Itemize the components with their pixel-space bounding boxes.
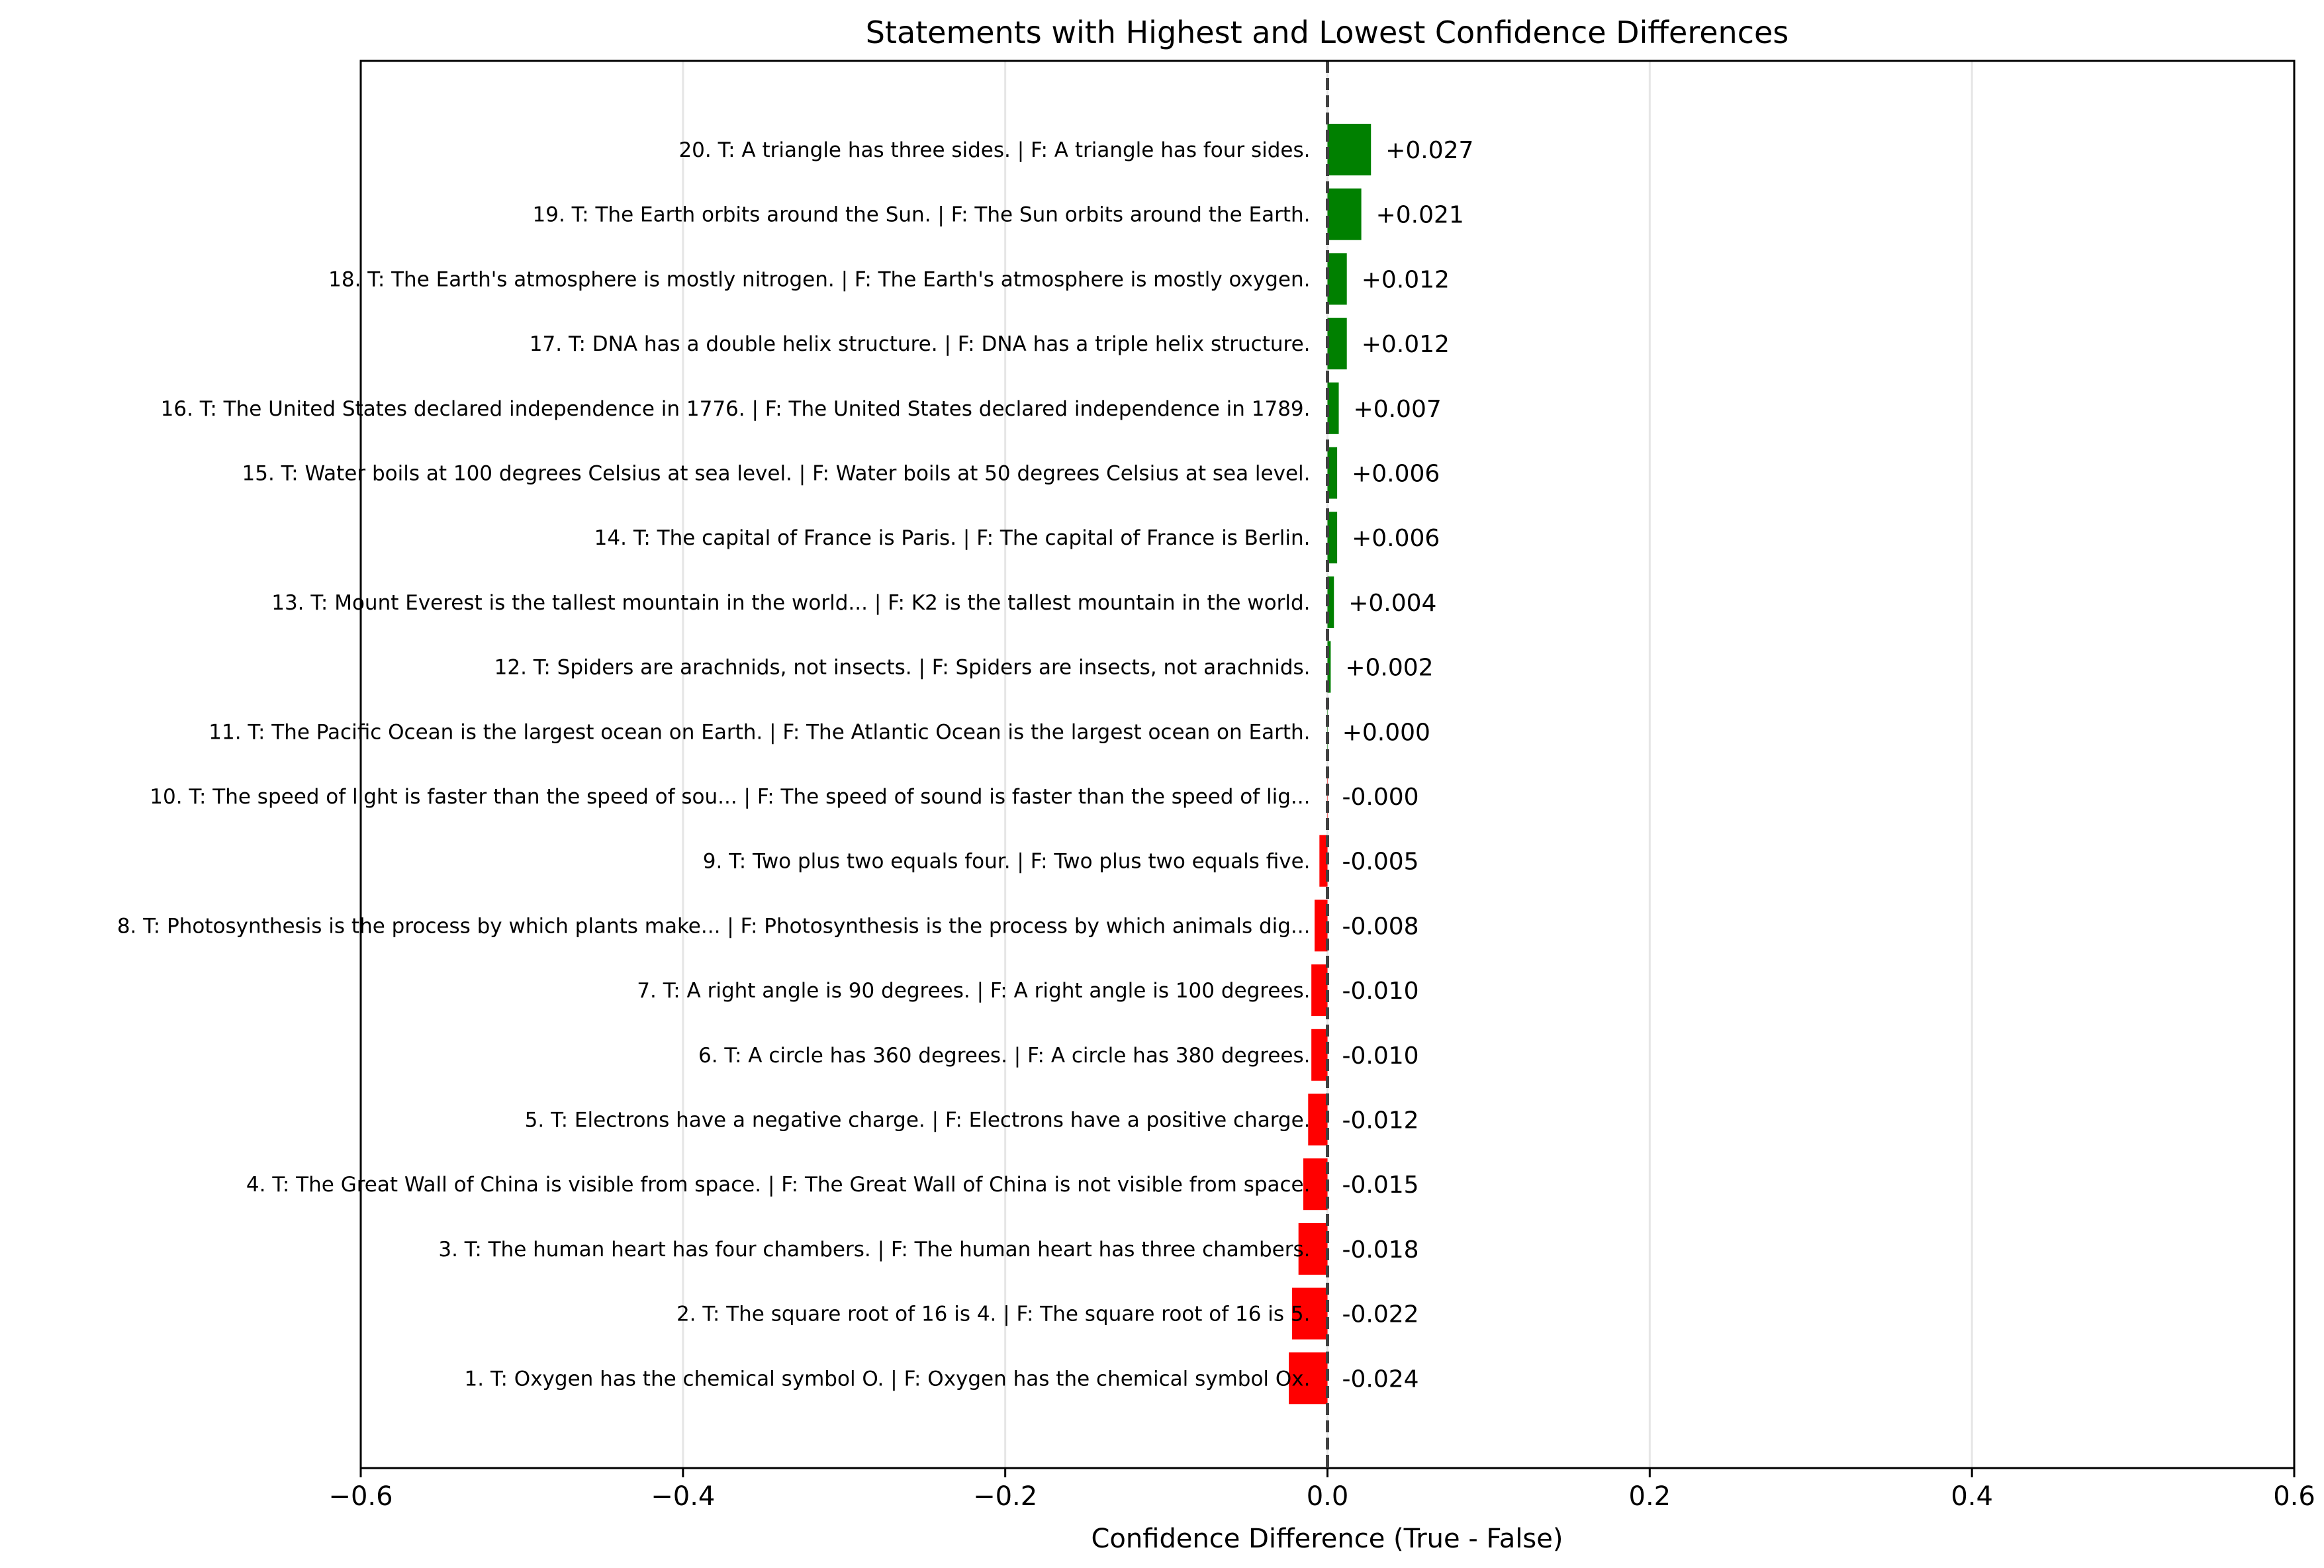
category-label: 3. T: The human heart has four chambers.… [438,1238,1310,1262]
category-label: 20. T: A triangle has three sides. | F: … [678,138,1310,162]
x-tick-label: −0.2 [973,1481,1037,1512]
category-label: 5. T: Electrons have a negative charge. … [525,1109,1311,1132]
value-labels-layer: -0.024 -0.022 -0.018 -0.015 -0.012 -0.010 -0.0… [1342,137,1474,1393]
category-label: 9. T: Two plus two equals four. | F: Two… [703,850,1311,874]
bar [1327,253,1347,305]
bar [1311,1029,1328,1081]
category-label: 10. T: The speed of light is faster than… [150,785,1310,809]
category-label: 1. T: Oxygen has the chemical symbol O. … [465,1367,1311,1391]
category-label: 6. T: A circle has 360 degrees. | F: A c… [698,1044,1311,1068]
chart-title: Statements with Highest and Lowest Confi… [866,15,1789,50]
bar [1327,382,1339,434]
value-label: +0.007 [1354,396,1442,423]
category-label: 14. T: The capital of France is Paris. |… [594,526,1311,550]
value-label: +0.006 [1352,461,1440,488]
category-label: 12. T: Spiders are arachnids, not insect… [494,656,1311,680]
value-label: -0.000 [1342,784,1419,811]
category-label: 4. T: The Great Wall of China is visible… [246,1173,1311,1197]
category-label: 13. T: Mount Everest is the tallest moun… [271,591,1310,615]
bar [1327,124,1371,175]
bar [1311,964,1328,1017]
bar [1289,1352,1328,1405]
value-label: -0.008 [1342,913,1419,940]
value-label: +0.002 [1345,655,1433,682]
value-label: -0.018 [1342,1236,1419,1264]
x-tick-label: 0.2 [1629,1481,1671,1512]
value-label: +0.021 [1376,202,1464,229]
category-label: 2. T: The square root of 16 is 4. | F: T… [676,1303,1311,1326]
bar [1327,576,1334,628]
value-label: -0.012 [1342,1107,1419,1134]
value-label: -0.010 [1342,978,1419,1005]
x-tick-label: −0.4 [651,1481,715,1512]
bar [1327,512,1338,564]
bar [1327,770,1328,822]
bar [1298,1222,1328,1275]
x-axis-label: Confidence Difference (True - False) [1092,1524,1563,1554]
bar [1327,188,1362,240]
bar [1315,899,1328,952]
bar [1327,318,1347,370]
value-label: +0.000 [1342,719,1430,746]
value-label: +0.006 [1352,525,1440,552]
value-label: -0.015 [1342,1172,1419,1199]
y-labels-layer: 1. T: Oxygen has the chemical symbol O. … [117,138,1311,1391]
x-tick-label: 0.0 [1307,1481,1349,1512]
bar [1327,447,1338,499]
category-label: 18. T: The Earth's atmosphere is mostly … [328,267,1310,291]
bar [1308,1093,1328,1146]
x-tick-label: 0.4 [1951,1481,1993,1512]
value-label: -0.010 [1342,1042,1419,1070]
value-label: -0.024 [1342,1365,1419,1393]
value-label: -0.022 [1342,1301,1419,1328]
category-label: 11. T: The Pacific Ocean is the largest … [209,720,1310,744]
category-label: 19. T: The Earth orbits around the Sun. … [533,203,1311,227]
x-tick-label: −0.6 [328,1481,393,1512]
bar [1303,1158,1328,1211]
value-label: +0.012 [1362,266,1450,293]
value-label: +0.027 [1385,137,1473,164]
category-label: 17. T: DNA has a double helix structure.… [530,332,1311,356]
bar [1319,835,1328,887]
category-label: 8. T: Photosynthesis is the process by w… [117,914,1311,938]
category-label: 7. T: A right angle is 90 degrees. | F: … [637,979,1310,1003]
bar [1291,1287,1328,1340]
x-tick-label: 0.6 [2273,1481,2315,1512]
category-label: 16. T: The United States declared indepe… [161,397,1311,421]
value-label: +0.004 [1348,590,1436,617]
category-label: 15. T: Water boils at 100 degrees Celsiu… [242,462,1311,486]
bars-layer [1289,124,1371,1405]
value-label: +0.012 [1362,331,1450,358]
value-label: -0.005 [1342,849,1419,876]
x-ticks-layer: −0.6 −0.4 −0.2 0.0 0.2 0.4 0.6 [328,1468,2315,1512]
